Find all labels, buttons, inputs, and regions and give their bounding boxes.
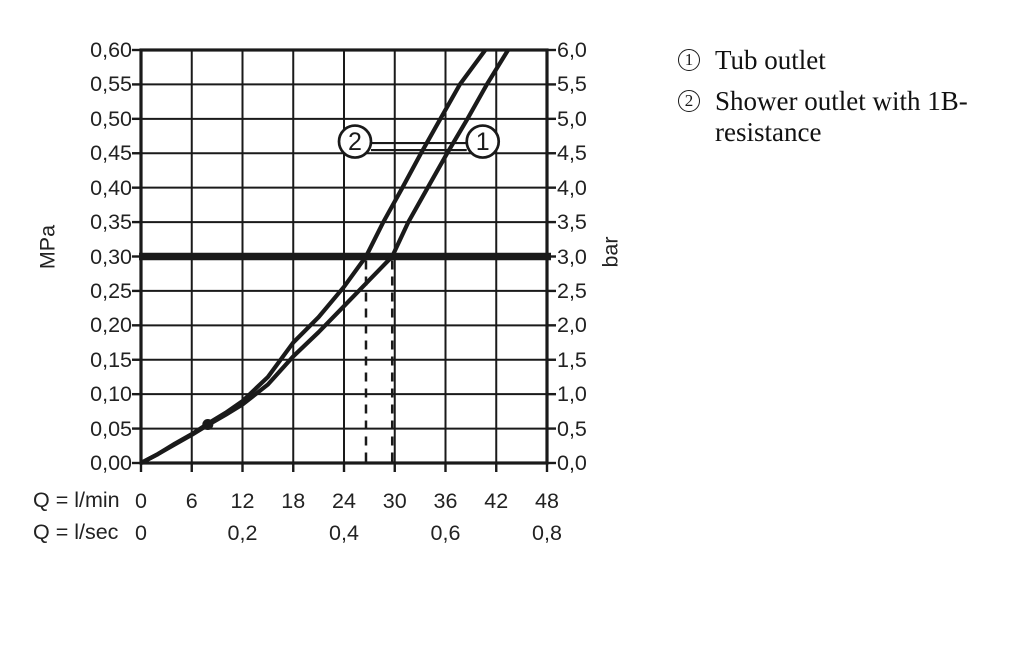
y-axis-left-tick-label: 0,60 [90, 38, 132, 62]
y-axis-right-tick-label: 3,5 [557, 210, 587, 235]
y-axis-left-tick-label: 0,25 [90, 278, 132, 303]
x-axis-lsec-tick-label: 0,4 [329, 521, 359, 545]
curve-label-circle-2 [337, 124, 373, 159]
x-axis-lsec-tick-label: 0,2 [227, 521, 258, 545]
curve-label-circle-1 [465, 124, 501, 159]
y-axis-right-tick-label: 4,5 [557, 141, 587, 166]
legend-item-shower-outlet: 2 Shower outlet with 1B-resistance [678, 86, 977, 148]
x-axis-lmin-tick-label: 42 [484, 489, 509, 513]
x-axis-lmin-tick-label: 18 [281, 489, 306, 513]
x-axis-lsec-tick-label: 0,6 [430, 521, 461, 545]
x-axis-lmin-tick-label: 12 [230, 489, 255, 513]
y-axis-title-bar: bar [598, 236, 623, 268]
legend-marker-1-icon: 1 [678, 49, 700, 71]
y-axis-left-tick-label: 0,40 [90, 175, 132, 200]
x-axis-lmin-tick-label: 0 [135, 489, 147, 513]
curve-label-number-1: 1 [476, 128, 490, 156]
y-axis-right-tick-label: 5,5 [557, 72, 587, 97]
y-axis-right-tick-label: 5,0 [557, 106, 587, 131]
y-axis-right-tick-label: 2,5 [557, 278, 587, 303]
y-axis-right-tick-label: 0,5 [557, 416, 587, 441]
x-axis-lmin-tick-label: 6 [185, 489, 198, 513]
y-axis-left-tick-label: 0,05 [90, 416, 132, 441]
y-axis-left-tick-label: 0,20 [90, 313, 132, 338]
y-axis-right-tick-label: 3,0 [557, 244, 587, 269]
y-axis-left-tick-label: 0,45 [90, 141, 132, 166]
curve-label-number-2: 2 [348, 128, 362, 156]
legend-label-shower-outlet: Shower outlet with 1B-resistance [715, 86, 968, 147]
y-axis-left-tick-label: 0,55 [90, 72, 132, 97]
legend-item-tub-outlet: 1 Tub outlet [678, 45, 977, 76]
x-axis-lsec-tick-label: 0 [135, 521, 147, 545]
y-axis-right-tick-label: 4,0 [557, 175, 587, 200]
y-axis-right-tick-label: 6,0 [557, 38, 587, 62]
y-axis-right-tick-label: 0,0 [557, 451, 587, 475]
y-axis-left-tick-label: 0,35 [90, 210, 132, 235]
x-axis-lmin-tick-label: 24 [332, 489, 356, 513]
x-axis-title-lsec: Q = l/sec [33, 520, 119, 544]
legend: 1 Tub outlet 2 Shower outlet with 1B-res… [678, 45, 977, 148]
y-axis-title-mpa: MPa [35, 224, 60, 270]
y-axis-right-tick-label: 1,0 [557, 382, 587, 407]
y-axis-left-tick-label: 0,15 [90, 347, 132, 372]
y-axis-left-tick-label: 0,50 [90, 106, 132, 131]
x-axis-lsec-tick-label: 0,8 [532, 521, 562, 545]
legend-label-tub-outlet: Tub outlet [715, 45, 826, 75]
y-axis-right-tick-label: 1,5 [557, 347, 587, 372]
curve-marker-dot [202, 418, 214, 430]
x-axis-lmin-tick-label: 36 [433, 489, 458, 513]
curve-shower-outlet-with-1b-resistance [140, 48, 487, 465]
legend-marker-2-icon: 2 [678, 90, 700, 112]
y-axis-right-tick-label: 2,0 [557, 313, 587, 338]
y-axis-left-tick-label: 0,30 [90, 244, 132, 269]
x-axis-lmin-tick-label: 30 [382, 489, 407, 513]
y-axis-left-tick-label: 0,10 [90, 382, 132, 407]
x-axis-title-lmin: Q = l/min [33, 488, 120, 512]
y-axis-left-tick-label: 0,00 [90, 451, 132, 475]
x-axis-lmin-tick-label: 48 [535, 489, 559, 513]
